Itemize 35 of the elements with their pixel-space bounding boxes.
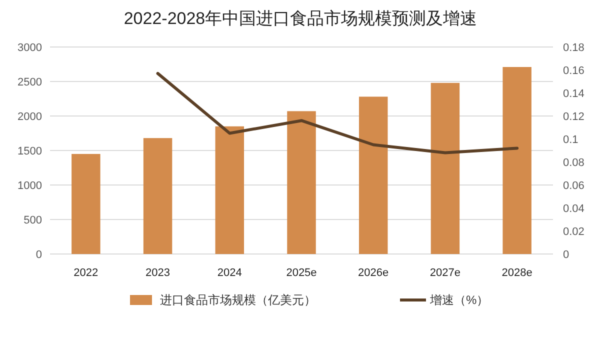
bar [287,111,316,254]
y2-tick-label: 0.04 [563,203,584,215]
x-tick-label: 2022 [74,267,98,279]
x-tick-label: 2024 [217,267,242,279]
x-tick-label: 2027e [430,267,461,279]
line-series [156,72,519,154]
bar [502,67,532,254]
bar [72,154,100,254]
y2-tick-label: 0 [563,249,570,261]
y2-tick-label: 0.16 [563,65,584,77]
y-tick-label: 3000 [18,42,42,54]
x-tick-label: 2025e [286,267,317,279]
y-tick-label: 2500 [18,76,42,88]
y-tick-label: 500 [24,214,42,226]
y2-tick-label: 0.1 [563,134,578,146]
y-tick-label: 1000 [18,180,42,192]
x-tick-label: 2028e [502,267,532,279]
x-tick-label: 2026e [358,267,389,279]
y2-tick-label: 0.14 [563,88,584,100]
bar [143,138,172,254]
title: 2022-2028年中国进口食品市场规模预测及增速 [124,9,478,28]
bar [358,96,388,254]
y-tick-label: 1500 [18,146,42,158]
y2-tick-label: 0.12 [563,111,584,123]
y2-tick-label: 0.08 [563,157,584,169]
y-tick-label: 2000 [18,111,42,123]
legend-label: 增速（%） [429,293,489,307]
bar [215,126,244,254]
x-tick-label: 2023 [146,267,170,279]
legend-label: 进口食品市场规模（亿美元） [160,293,316,307]
y-tick-label: 0 [36,249,42,261]
y2-tick-label: 0.18 [563,42,584,54]
y2-tick-label: 0.02 [563,226,584,238]
bar [430,82,460,254]
y2-tick-label: 0.06 [563,180,584,192]
